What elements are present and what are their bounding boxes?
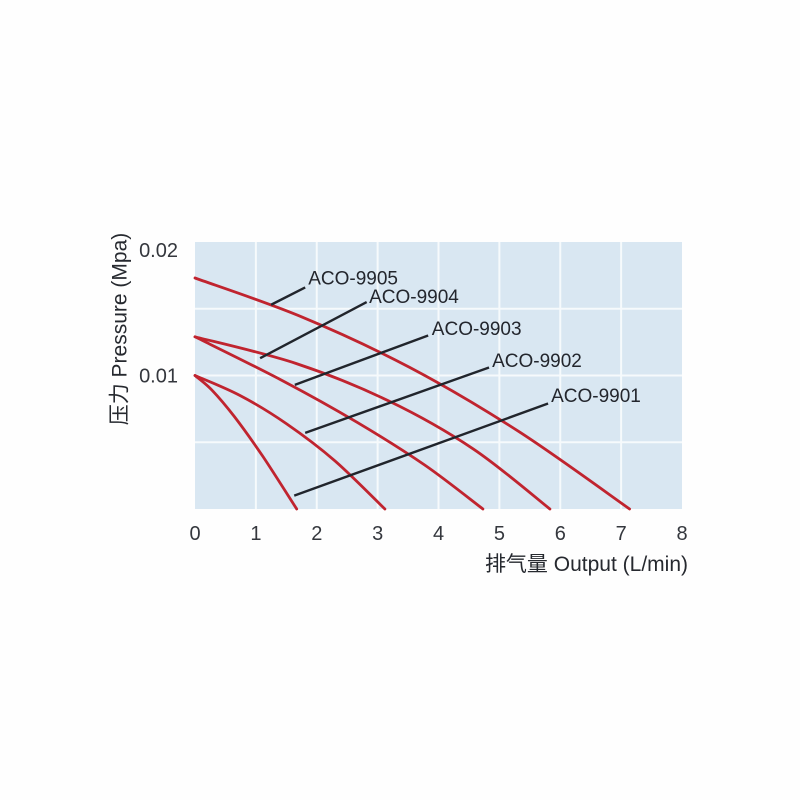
y-tick-0.02: 0.02 — [139, 240, 178, 262]
curve-aco-9904 — [193, 335, 552, 511]
x-tick-2: 2 — [311, 523, 322, 545]
x-tick-3: 3 — [372, 523, 383, 545]
series-label-aco-9901: ACO-9901 — [551, 386, 641, 407]
x-tick-5: 5 — [494, 523, 505, 545]
curve-aco-9905 — [193, 276, 631, 511]
leader-line-aco-9905 — [270, 286, 306, 306]
curve-aco-9903 — [193, 335, 485, 511]
series-label-aco-9904: ACO-9904 — [369, 287, 459, 308]
y-axis-title: 压力 Pressure (Mpa) — [109, 233, 132, 426]
series-label-aco-9903: ACO-9903 — [432, 319, 522, 340]
leader-line-aco-9903 — [294, 334, 429, 386]
series-label-aco-9905: ACO-9905 — [308, 268, 398, 289]
x-axis-title: 排气量 Output (L/min) — [485, 553, 688, 576]
series-label-aco-9902: ACO-9902 — [492, 351, 582, 372]
curve-aco-9902 — [193, 374, 387, 511]
x-tick-8: 8 — [676, 523, 687, 545]
x-tick-6: 6 — [555, 523, 566, 545]
leader-line-aco-9902 — [304, 366, 490, 435]
leader-line-aco-9904 — [259, 301, 368, 360]
x-tick-0: 0 — [189, 523, 200, 545]
curve-aco-9901 — [193, 374, 299, 511]
x-tick-4: 4 — [433, 523, 444, 545]
y-tick-0.01: 0.01 — [139, 366, 178, 388]
x-tick-1: 1 — [250, 523, 261, 545]
leader-line-aco-9901 — [293, 402, 549, 497]
x-tick-7: 7 — [616, 523, 627, 545]
